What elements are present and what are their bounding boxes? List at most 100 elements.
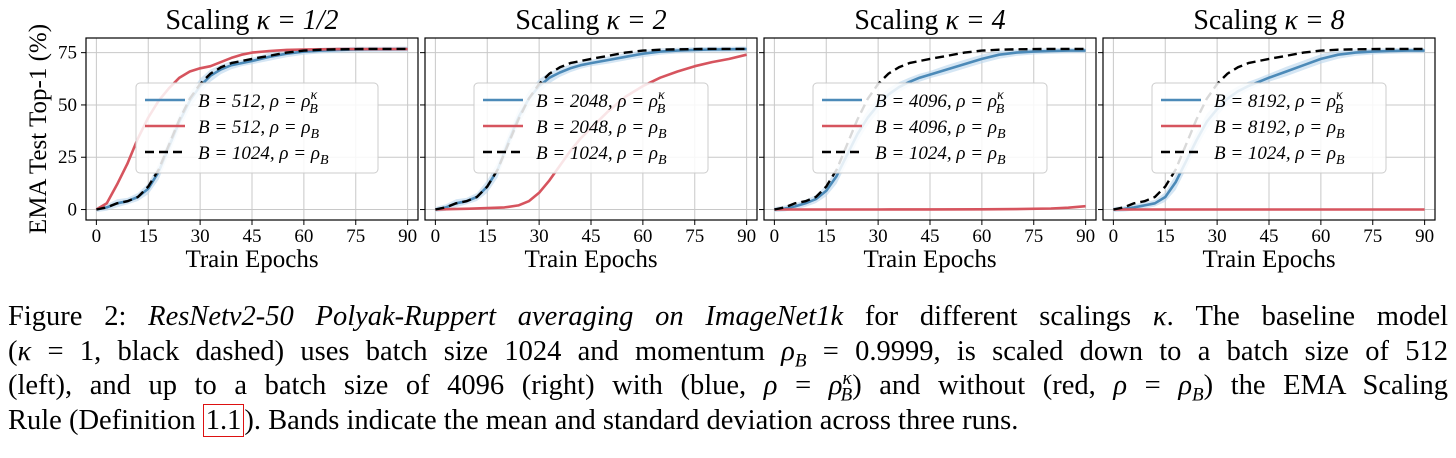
band-blue [1113,47,1425,213]
caption-text: ρ [1178,370,1193,401]
legend-label-sup: κ [1336,88,1343,103]
legend-label: B = 1024, ρ = ρB [536,143,667,168]
x-tick-label: 0 [770,226,780,247]
legend-label-sub: B [997,153,1006,168]
x-tick-label: 45 [921,226,940,247]
x-tick-label: 90 [737,226,756,247]
x-tick-label: 0 [92,226,102,247]
panel-title-math: κ = 4 [945,5,1005,36]
x-axis-label: Train Epochs [524,246,657,273]
caption-text: = 1, black dashed) uses batch size 1024 … [31,335,782,367]
series-line-red [774,204,1086,211]
legend-label-sub: B [658,153,667,168]
panel-title-text: Scaling [1193,5,1284,36]
legend-label-sub: B [658,127,667,142]
x-tick-label: 60 [633,226,652,247]
caption-text: = [1127,370,1179,401]
y-tick-label: 0 [68,200,78,221]
caption-text: ( [8,335,18,367]
panel-title: Scaling κ = 2 [515,5,666,36]
definition-link[interactable]: 1.1 [202,403,245,437]
x-tick-label: 30 [530,226,549,247]
caption-text: ). Bands indicate the mean and standard … [244,404,1019,436]
legend-label: B = 4096, ρ = ρB [875,117,1006,142]
legend-label-main: B = 1024, ρ = ρ [1214,143,1336,164]
x-axis-label: Train Epochs [185,246,318,273]
legend-label-main: B = 1024, ρ = ρ [536,143,658,164]
legend: B = 4096, ρ = ρκ BB = 4096, ρ = ρBB = 102… [812,82,1048,174]
panel-title-math: κ = 2 [606,5,666,36]
caption-text: ρ [781,335,795,367]
legend: B = 512, ρ = ρκ BB = 512, ρ = ρBB = 1024,… [135,82,379,174]
x-tick-label: 0 [1109,226,1119,247]
x-tick-label: 0 [431,226,441,247]
legend-label-sub: B [309,102,318,117]
legend-box [135,82,379,174]
legend-label-main: B = 8192, ρ = ρ [1214,117,1336,138]
legend-box [1151,82,1387,174]
panel-3: 0 15 30 45 60 75 90 Scaling κ = 4 Train Epochs B … [759,5,1097,273]
figure-caption: Figure 2: ResNetv2-50 Polyak-Ruppert ave… [8,300,1448,438]
x-tick-label: 30 [191,226,210,247]
series-line-black [1113,47,1425,211]
legend-label-sub: B [1336,127,1345,142]
caption-text: ρ [828,370,843,401]
x-tick-label: 75 [685,226,704,247]
panel-1: 0 15 30 45 60 75 90 0 25 50 75 Scaling κ = 1/2 Train… [58,5,419,273]
legend-label-sub: B [996,102,1005,117]
legend-label-main: B = 8192, ρ = ρ [1214,91,1336,112]
legend-label-main: B = 1024, ρ = ρ [875,143,997,164]
panel-title-math: κ = 1/2 [256,5,338,36]
legend-label-sup: κ [658,88,665,103]
x-tick-label: 90 [1415,226,1434,247]
legend-label: B = 4096, ρ = ρκ B [875,88,1005,117]
legend-label-sub: B [320,153,329,168]
x-tick-label: 90 [398,226,417,247]
y-tick-label: 50 [58,95,77,116]
caption-text: ρ [763,370,778,401]
legend-label-main: B = 4096, ρ = ρ [875,91,997,112]
y-tick-label: 25 [58,147,77,168]
caption-text: B [1192,384,1204,406]
x-tick-label: 75 [346,226,365,247]
caption-line: Figure 2: ResNetv2-50 Polyak-Ruppert ave… [8,300,1448,335]
caption-text: Rule (Definition [8,404,203,436]
x-tick-label: 15 [139,226,158,247]
series-line-black [96,47,408,211]
legend-label-sub: B [657,102,666,117]
caption-text: κ [842,367,852,389]
caption-text: ResNetv2-50 Polyak-Ruppert averaging on … [148,301,844,332]
legend: B = 2048, ρ = ρκ BB = 2048, ρ = ρBB = 102… [473,82,709,174]
panel-2: 0 15 30 45 60 75 90 Scaling κ = 2 Train Epochs B … [420,5,758,273]
legend-label: B = 512, ρ = ρκ B [198,88,318,117]
x-tick-label: 15 [478,226,497,247]
caption-text: κ [17,335,32,367]
x-tick-label: 60 [294,226,313,247]
legend-label-main: B = 4096, ρ = ρ [875,117,997,138]
x-axis-label: Train Epochs [1202,246,1335,273]
caption-text: for different scalings [843,301,1153,332]
caption-text: . The baseline model [1166,301,1449,332]
caption-text: ) and without (red, [852,370,1114,401]
figure-panels: EMA Test Top-1 (%) 0 15 30 45 60 75 90 0 25 50 75 Sc… [25,5,1436,273]
legend-label: B = 1024, ρ = ρB [1214,143,1345,168]
legend-label-main: B = 512, ρ = ρ [198,91,311,112]
x-tick-label: 90 [1076,226,1095,247]
caption-line: (κ = 1, black dashed) uses batch size 10… [8,335,1448,371]
legend-label-main: B = 1024, ρ = ρ [198,143,320,164]
legend-label: B = 2048, ρ = ρκ B [536,88,666,117]
chart-canvas: EMA Test Top-1 (%) 0 15 30 45 60 75 90 0 25 50 75 Sc… [25,5,1436,273]
caption-text: = 0.9999, is scaled down to a batch size… [806,335,1448,367]
legend-box [812,82,1048,174]
caption-line: Rule (Definition 1.1). Bands indicate th… [8,403,1448,439]
x-tick-label: 45 [243,226,262,247]
panel-title-text: Scaling [515,5,606,36]
legend-label: B = 512, ρ = ρB [198,117,320,142]
legend-label-main: B = 2048, ρ = ρ [536,91,658,112]
legend-label-sub: B [1335,102,1344,117]
x-tick-label: 45 [1260,226,1279,247]
x-tick-label: 60 [972,226,991,247]
legend-label-main: B = 2048, ρ = ρ [536,117,658,138]
caption-text: = [777,370,829,401]
panel-title: Scaling κ = 4 [854,5,1005,36]
